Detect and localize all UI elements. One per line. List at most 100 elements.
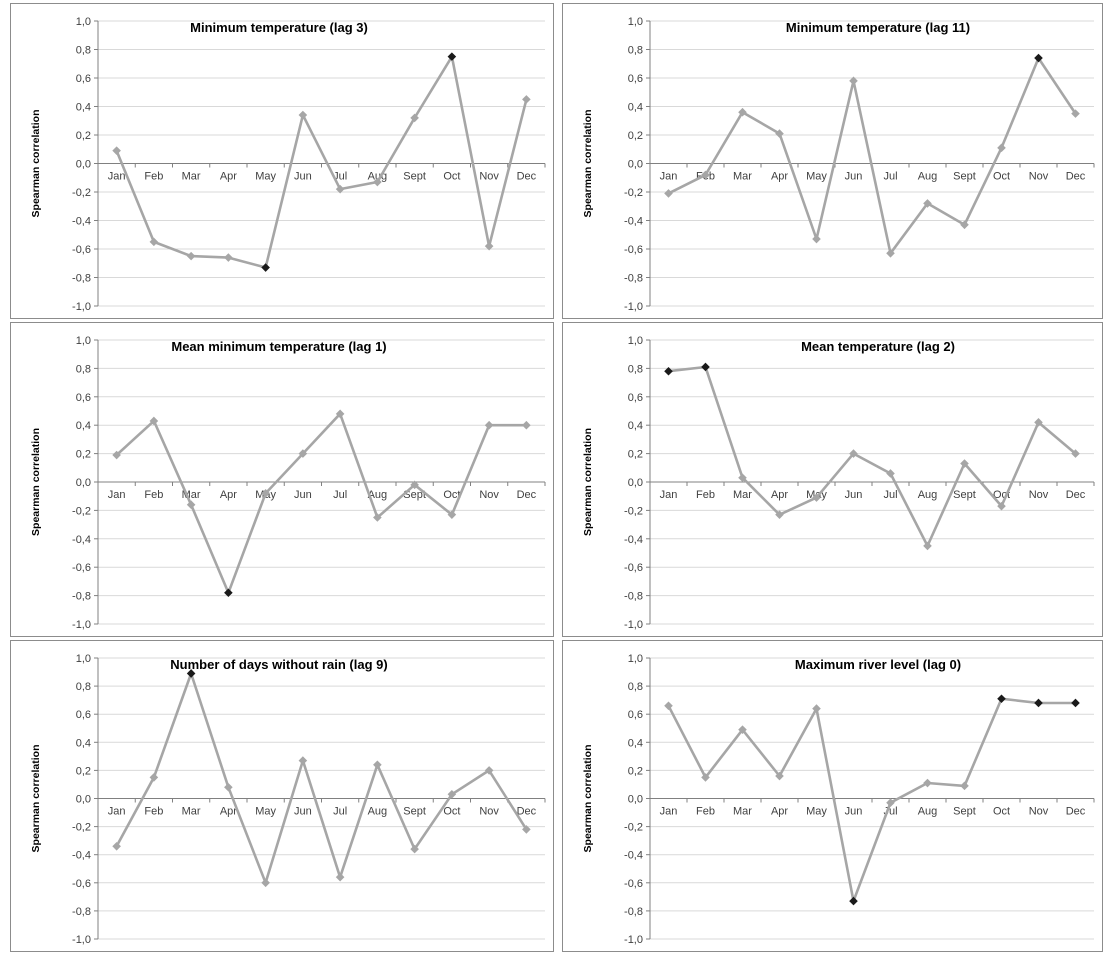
x-tick-label: Aug [918,171,938,183]
y-tick-label: 0,8 [628,45,643,57]
y-tick-label: -0,8 [624,591,643,603]
y-tick-label: 0,6 [76,709,91,721]
x-tick-label: Jun [294,171,312,183]
data-point [112,146,121,155]
y-axis-title: Spearman correlation [30,745,42,853]
data-point [224,253,233,262]
x-tick-label: Apr [220,171,237,183]
y-tick-label: -0,6 [72,562,91,574]
series-line [667,56,1077,255]
data-point [335,409,345,419]
y-tick-label: 0,8 [76,681,91,693]
chart-title: Maximum river level (lag 0) [795,657,961,672]
y-tick-label: -0,2 [624,822,643,834]
y-tick-label: 0,4 [76,420,91,432]
y-tick-label: -1,0 [624,934,643,946]
x-tick-label: Dec [1066,489,1086,501]
x-tick-label: Dec [1066,806,1086,818]
line-chart: 1,0 0,8 0,6 0,4 0,2 0,0 -0,2 -0,4 -0,6 -0,8 -1,0 Ja… [582,335,1095,631]
data-point [775,771,784,781]
significant-data-point [224,588,233,598]
x-tick-label: Sept [953,806,976,818]
chart-panel: 1,0 0,8 0,6 0,4 0,2 0,0 -0,2 -0,4 -0,6 -0,8 -1,0 Ja… [562,640,1103,952]
data-point [149,773,159,782]
y-tick-label: 0,4 [76,102,91,114]
x-tick-label: Sept [403,171,426,183]
x-tick-label: May [255,806,276,818]
data-point [960,459,969,468]
series-line [115,55,528,269]
series-line [667,697,1076,903]
x-tick-label: Feb [144,806,163,818]
x-tick-label: Jan [108,489,126,501]
y-tick-label: 0,0 [628,159,643,171]
y-tick-label: 0,4 [76,737,91,749]
x-tick-label: Jan [660,806,678,818]
y-tick-label: 0,0 [76,477,91,489]
significant-data-point [849,896,858,906]
x-tick-label: Jul [333,806,347,818]
x-tick-label: Jun [845,489,863,501]
x-tick-label: Apr [220,806,237,818]
y-tick-label: 0,6 [628,709,643,721]
data-point [886,798,895,808]
x-tick-label: Mar [733,806,752,818]
y-tick-label: 0,8 [76,363,91,375]
y-tick-label: -0,2 [72,822,91,834]
y-tick-label: 0,0 [628,794,643,806]
x-tick-label: Oct [993,806,1010,818]
significant-data-point [447,52,457,61]
x-tick-label: Oct [443,489,460,501]
x-tick-label: Jul [883,171,897,183]
x-tick-label: Jul [883,489,897,501]
y-tick-label: 0,2 [76,449,91,461]
y-tick-label: -0,8 [624,906,643,918]
x-tick-label: Nov [479,171,499,183]
data-point [149,416,159,426]
y-tick-label: -0,6 [72,878,91,890]
data-point [410,480,419,490]
x-tick-label: Nov [479,806,499,818]
y-tick-label: -0,2 [72,505,91,517]
data-point [224,782,233,792]
data-point [664,701,673,711]
data-point [1071,449,1080,458]
x-tick-label: Jan [660,489,678,501]
y-axis-title: Spearman correlation [30,110,42,218]
y-tick-label: 0,6 [628,73,643,85]
x-tick-label: Mar [182,171,201,183]
data-point [923,541,932,551]
y-tick-label: 0,4 [628,420,643,432]
x-tick-label: Aug [918,489,938,501]
x-tick-label: Apr [220,489,237,501]
data-point [812,234,821,244]
data-point [298,449,308,458]
chart-title: Number of days without rain (lag 9) [170,657,387,672]
y-tick-label: -0,4 [624,216,643,228]
data-point [149,237,159,247]
y-tick-label: -0,8 [72,273,91,285]
y-tick-label: 0,0 [76,794,91,806]
x-tick-label: May [806,171,827,183]
data-point [1071,109,1080,118]
series-line [668,365,1077,548]
line-chart: 1,0 0,8 0,6 0,4 0,2 0,0 -0,2 -0,4 -0,6 -0,8 -1,0 Ja… [30,16,546,313]
x-tick-label: Jan [108,806,126,818]
data-point [701,773,710,782]
data-point [261,489,270,498]
chart-panel: 1,0 0,8 0,6 0,4 0,2 0,0 -0,2 -0,4 -0,6 -0,8 -1,0 Ja… [562,322,1103,637]
significant-data-point [186,669,196,678]
data-point [997,501,1006,511]
y-tick-label: -0,2 [624,187,643,199]
line-chart: 1,0 0,8 0,6 0,4 0,2 0,0 -0,2 -0,4 -0,6 -0,8 -1,0 Ja… [582,653,1095,946]
x-tick-label: Jun [294,489,312,501]
y-tick-label: -1,0 [72,619,91,631]
x-tick-label: Jun [294,806,312,818]
data-point [447,510,457,519]
data-point [1034,418,1043,427]
series-line [115,672,528,885]
data-point [298,756,308,765]
x-tick-label: Aug [368,489,388,501]
x-tick-label: Nov [479,489,499,501]
data-point [186,251,196,261]
